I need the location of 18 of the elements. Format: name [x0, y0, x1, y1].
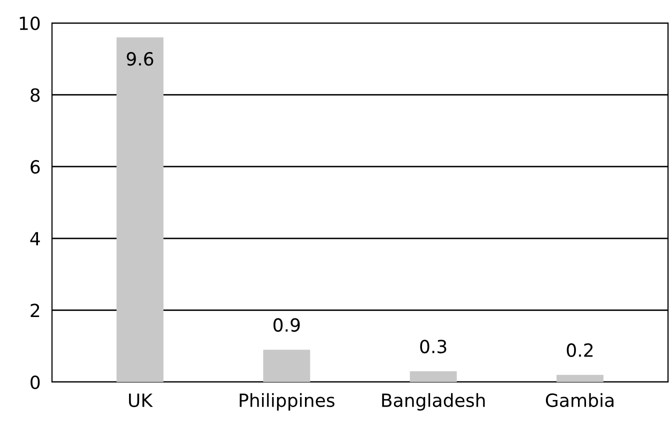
bar	[556, 374, 604, 382]
x-tick-label: Gambia	[546, 393, 614, 408]
x-tick-label: Philippines	[240, 393, 334, 411]
y-tick-label: 2	[30, 304, 40, 318]
data-label: 9.6	[126, 52, 154, 66]
data-label: 0.3	[420, 340, 446, 354]
y-tick-label: 4	[30, 232, 40, 246]
y-tick-label: 10	[20, 16, 40, 30]
bar	[410, 371, 457, 382]
x-tick-label: Bangladesh	[382, 393, 485, 411]
bar	[116, 37, 164, 382]
bar	[263, 350, 310, 382]
data-label: 0.2	[566, 343, 593, 357]
x-tick-label: UK	[129, 394, 153, 408]
data-label: 0.9	[274, 318, 300, 332]
y-tick-label: 0	[30, 375, 40, 390]
y-tick-label: 8	[30, 88, 40, 102]
y-tick-label: 6	[30, 160, 40, 174]
